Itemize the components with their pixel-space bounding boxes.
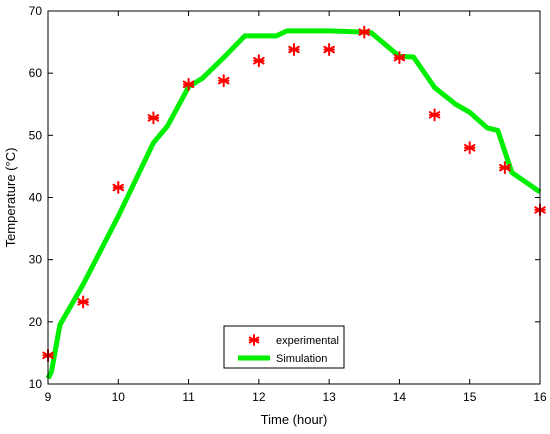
y-tick-label: 60 [29,66,43,80]
x-tick-label: 13 [322,390,336,404]
experimental-point [463,141,476,155]
legend-asterisk [248,334,260,346]
legend-box [223,325,345,369]
experimental-point [147,111,160,125]
y-tick-label: 10 [29,377,43,391]
x-tick-label: 9 [45,390,52,404]
legend-label-simulation: Simulation [276,353,327,365]
experimental-point [499,161,511,175]
x-tick-label: 11 [182,390,195,404]
simulation-series [45,28,542,380]
legend: experimental Simulation [223,325,345,369]
experimental-series [42,25,546,362]
x-tick-label: 10 [112,390,126,404]
experimental-point [112,181,125,195]
y-tick-label: 70 [29,4,43,18]
experimental-point [217,74,230,88]
experimental-point [358,25,371,39]
x-tick-label: 14 [393,390,407,404]
simulation-line [45,28,542,380]
experimental-point [323,43,335,57]
y-tick-label: 30 [29,253,43,267]
experimental-point [77,295,89,309]
x-axis-label: Time (hour) [261,412,328,427]
legend-marker-experimental [248,334,260,346]
y-tick-label: 40 [29,191,43,205]
y-tick-label: 20 [29,315,43,329]
x-tick-label: 12 [252,390,266,404]
x-tick-label: 15 [463,390,477,404]
experimental-point [393,51,406,65]
experimental-point [288,43,300,57]
x-tick-label: 16 [533,390,547,404]
experimental-point [182,77,195,91]
experimental-point [253,54,265,68]
legend-label-experimental: experimental [276,335,339,347]
y-axis-label: Temperature (°C) [3,148,18,248]
y-tick-label: 50 [29,128,43,142]
experimental-point [428,108,441,122]
